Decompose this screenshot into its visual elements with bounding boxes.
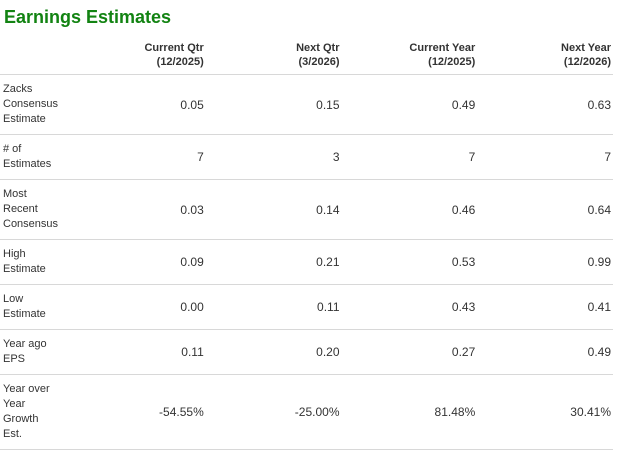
row-label: Most Recent Consensus xyxy=(0,179,70,240)
column-period: (3/2026) xyxy=(298,56,340,68)
row-label: Year ago EPS xyxy=(0,329,70,375)
cell: 0.63 xyxy=(477,74,613,135)
cell: 7 xyxy=(341,134,478,180)
column-period: (12/2025) xyxy=(428,56,476,68)
row-label: Low Estimate xyxy=(0,284,70,330)
row-label: Year over Year Growth Est. xyxy=(0,374,70,450)
cell: 0.00 xyxy=(70,284,206,330)
cell: 3 xyxy=(205,134,342,180)
row-label: High Estimate xyxy=(0,239,70,285)
cell: -54.55% xyxy=(70,374,206,450)
table-header: Current Qtr (12/2025) Next Qtr (3/2026) … xyxy=(0,28,613,75)
column-header-next-qtr: Next Qtr (3/2026) xyxy=(205,28,342,75)
cell: 0.05 xyxy=(70,74,206,135)
cell: 0.03 xyxy=(70,179,206,240)
corner-cell xyxy=(0,28,70,75)
column-title: Current Qtr xyxy=(144,42,204,54)
cell: 7 xyxy=(477,134,613,180)
column-header-next-year: Next Year (12/2026) xyxy=(477,28,613,75)
cell: 0.99 xyxy=(477,239,613,285)
row-low-estimate: Low Estimate 0.00 0.11 0.43 0.41 xyxy=(0,284,613,330)
row-most-recent-consensus: Most Recent Consensus 0.03 0.14 0.46 0.6… xyxy=(0,179,613,240)
column-header-current-year: Current Year (12/2025) xyxy=(341,28,478,75)
cell: 0.27 xyxy=(341,329,478,375)
cell: 0.49 xyxy=(477,329,613,375)
cell: 0.41 xyxy=(477,284,613,330)
column-title: Next Year xyxy=(561,42,611,54)
cell: 0.11 xyxy=(205,284,342,330)
cell: 0.14 xyxy=(205,179,342,240)
row-high-estimate: High Estimate 0.09 0.21 0.53 0.99 xyxy=(0,239,613,285)
cell: 0.21 xyxy=(205,239,342,285)
cell: 0.46 xyxy=(341,179,478,240)
cell: -25.00% xyxy=(205,374,342,450)
section-title: Earnings Estimates xyxy=(4,7,172,27)
column-period: (12/2026) xyxy=(563,56,611,68)
column-title: Current Year xyxy=(409,42,476,54)
cell: 30.41% xyxy=(477,374,613,450)
cell: 0.20 xyxy=(205,329,342,375)
column-period: (12/2025) xyxy=(156,56,204,68)
earnings-estimates-table: Current Qtr (12/2025) Next Qtr (3/2026) … xyxy=(0,28,613,450)
cell: 0.09 xyxy=(70,239,206,285)
cell: 81.48% xyxy=(341,374,478,450)
cell: 7 xyxy=(70,134,206,180)
cell: 0.11 xyxy=(70,329,206,375)
row-number-of-estimates: # of Estimates 7 3 7 7 xyxy=(0,134,613,180)
row-year-over-year-growth-est: Year over Year Growth Est. -54.55% -25.0… xyxy=(0,374,613,450)
row-label: Zacks Consensus Estimate xyxy=(0,74,70,135)
cell: 0.49 xyxy=(341,74,478,135)
row-year-ago-eps: Year ago EPS 0.11 0.20 0.27 0.49 xyxy=(0,329,613,375)
cell: 0.43 xyxy=(341,284,478,330)
row-zacks-consensus-estimate: Zacks Consensus Estimate 0.05 0.15 0.49 … xyxy=(0,74,613,135)
column-title: Next Qtr xyxy=(296,42,340,54)
table-body: Zacks Consensus Estimate 0.05 0.15 0.49 … xyxy=(0,74,613,450)
cell: 0.53 xyxy=(341,239,478,285)
column-header-current-qtr: Current Qtr (12/2025) xyxy=(70,28,206,75)
cell: 0.15 xyxy=(205,74,342,135)
cell: 0.64 xyxy=(477,179,613,240)
row-label: # of Estimates xyxy=(0,134,70,180)
